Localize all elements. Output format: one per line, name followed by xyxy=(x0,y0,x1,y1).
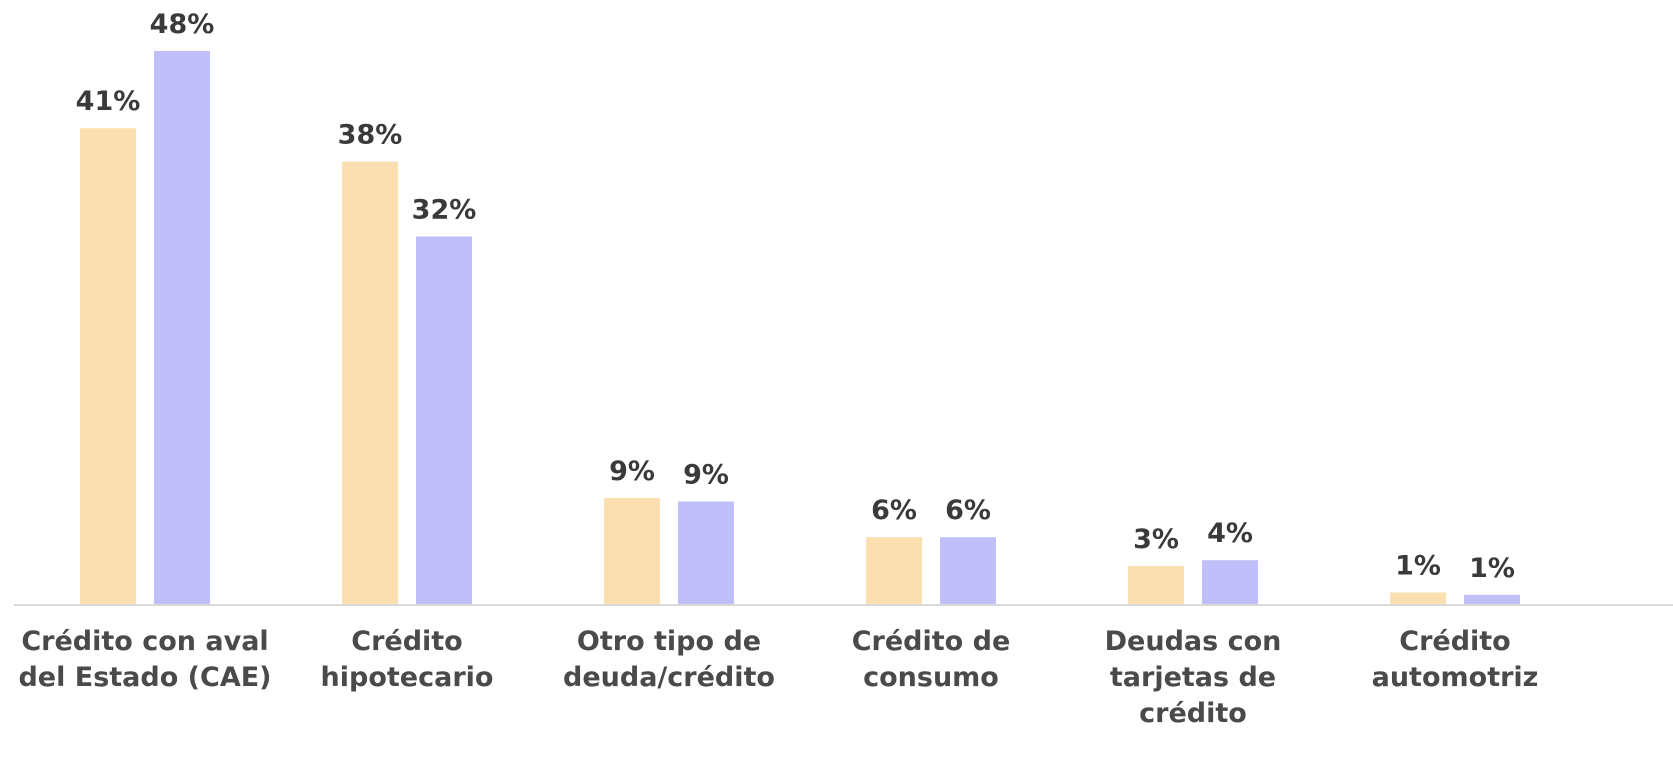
bar xyxy=(416,236,472,604)
data-label: 1% xyxy=(1395,550,1441,581)
bar xyxy=(342,161,398,604)
bar xyxy=(80,128,136,605)
data-label: 41% xyxy=(76,86,141,117)
data-label: 38% xyxy=(338,120,403,151)
data-label: 9% xyxy=(683,459,729,490)
data-label: 4% xyxy=(1207,518,1253,549)
x-tick-label: Otro tipo de deuda/crédito xyxy=(563,626,775,693)
data-label: 1% xyxy=(1469,553,1515,584)
data-label: 32% xyxy=(412,194,477,225)
bar xyxy=(940,537,996,604)
bar xyxy=(1390,592,1446,604)
bar xyxy=(604,498,660,604)
x-tick-label: Crédito de consumo xyxy=(851,626,1011,693)
bar xyxy=(1128,565,1184,604)
x-tick-label: Crédito automotriz xyxy=(1371,626,1539,693)
bar xyxy=(678,501,734,604)
bar xyxy=(866,537,922,604)
data-label: 3% xyxy=(1133,524,1179,555)
bar xyxy=(1464,594,1520,604)
data-label: 9% xyxy=(609,456,655,487)
x-tick-label: Crédito hipotecario xyxy=(320,626,494,693)
bar xyxy=(154,51,210,604)
data-label: 6% xyxy=(945,495,991,526)
bar xyxy=(1202,560,1258,604)
data-label: 48% xyxy=(150,9,215,40)
x-tick-label: Crédito con aval del Estado (CAE) xyxy=(18,626,272,693)
data-label: 6% xyxy=(871,495,917,526)
x-tick-label: Deudas con tarjetas de crédito xyxy=(1104,626,1282,729)
